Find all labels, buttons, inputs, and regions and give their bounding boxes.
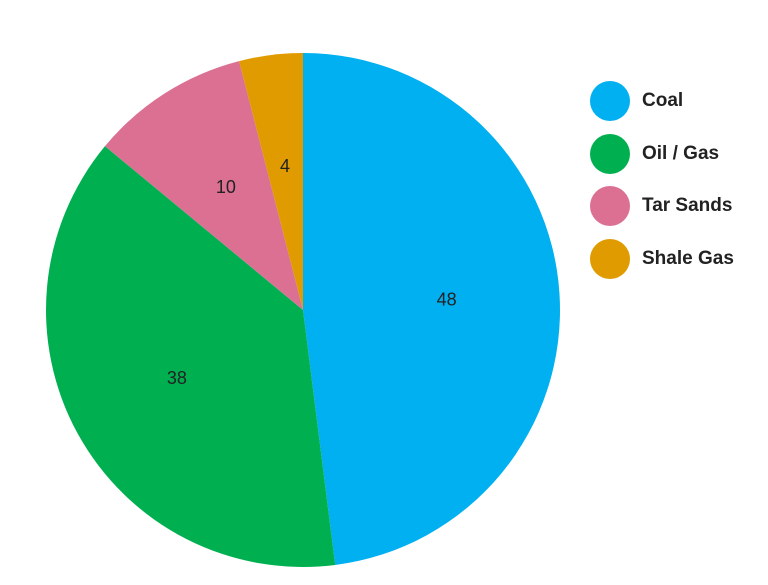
pie-slice-coal <box>303 53 560 565</box>
slice-label-oil-gas: 38 <box>167 368 187 388</box>
slice-label-shale-gas: 4 <box>280 156 290 176</box>
legend-swatch <box>590 81 630 121</box>
legend-swatch <box>590 133 630 174</box>
slice-label-tar-sands: 10 <box>216 177 236 197</box>
pie-slice-shale-gas <box>239 53 303 310</box>
legend-label: Tar Sands <box>642 195 733 216</box>
legend-swatch <box>590 238 630 279</box>
chart-legend: Coal Oil / Gas Tar Sands Shale Gas <box>590 81 734 291</box>
legend-item-oil-gas: Oil / Gas <box>590 133 734 174</box>
pie-slice-tar-sands <box>104 61 304 310</box>
legend-label: Coal <box>642 90 684 111</box>
legend-label: Oil / Gas <box>642 142 720 164</box>
legend-swatch <box>590 186 630 226</box>
legend-label: Shale Gas <box>642 247 734 269</box>
pie-slice-oil-gas <box>46 146 336 567</box>
legend-item-tar-sands: Tar Sands <box>590 186 734 226</box>
legend-item-coal: Coal <box>590 81 734 121</box>
legend-item-shale-gas: Shale Gas <box>590 238 734 279</box>
slice-label-coal: 48 <box>437 290 457 310</box>
